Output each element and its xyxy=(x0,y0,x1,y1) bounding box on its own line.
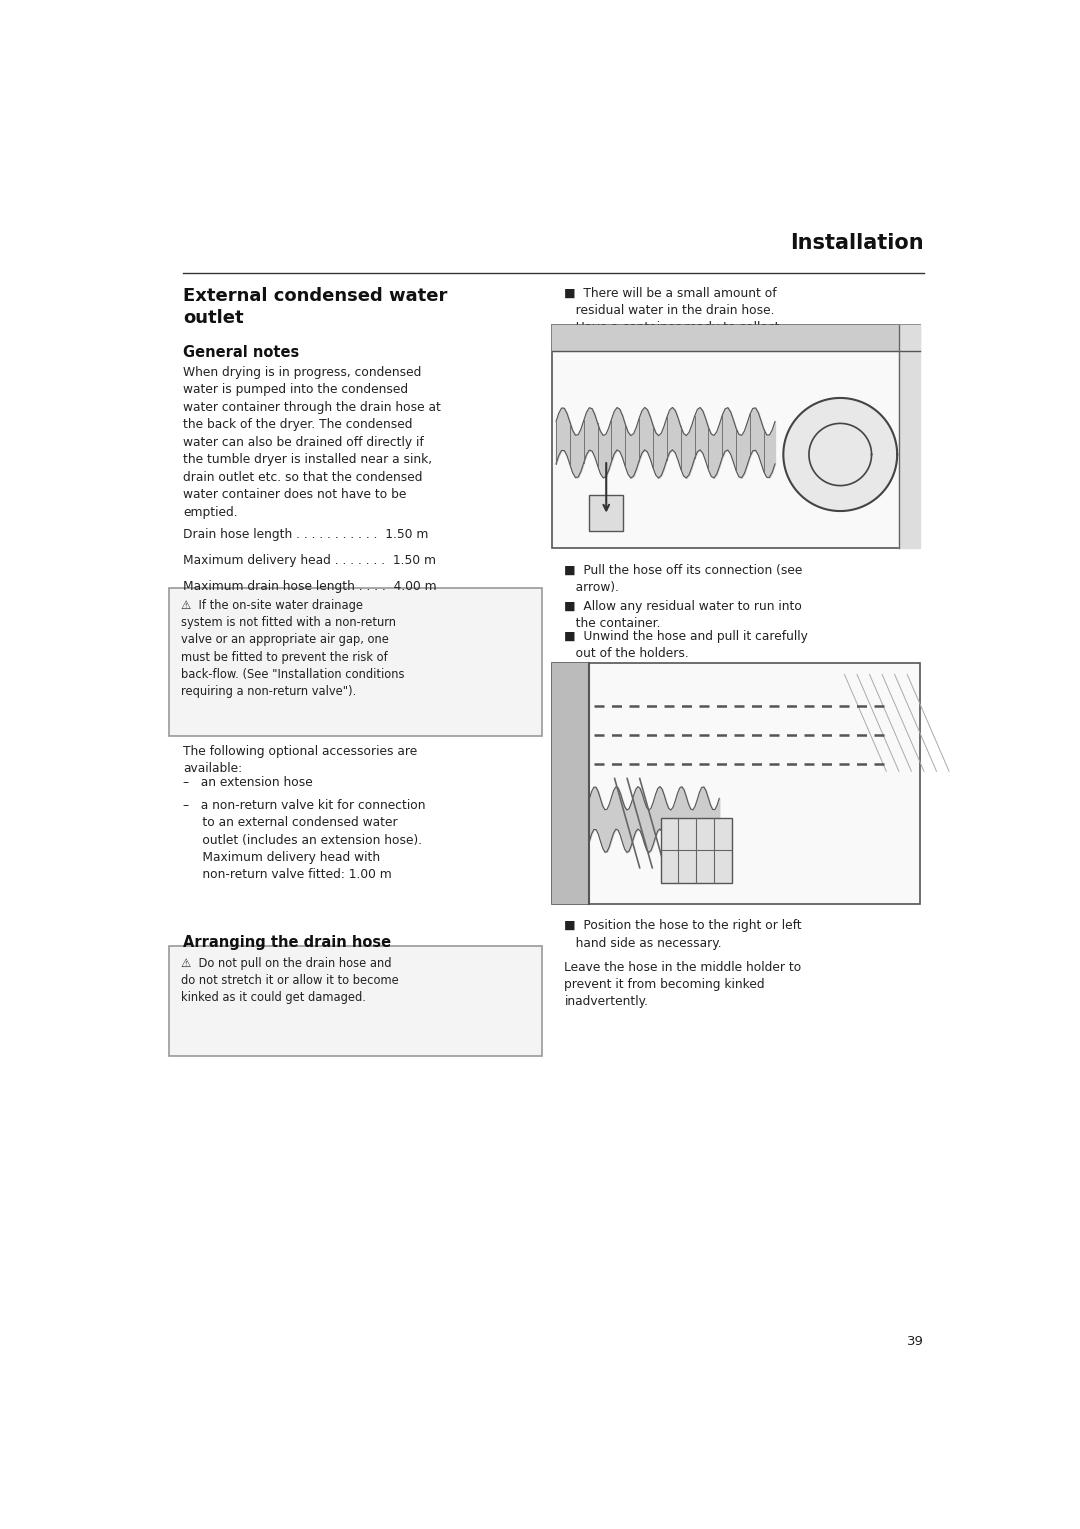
Text: External condensed water
outlet: External condensed water outlet xyxy=(183,287,447,327)
Text: –   a non-return valve kit for connection
     to an external condensed water
  : – a non-return valve kit for connection … xyxy=(183,800,426,881)
Bar xyxy=(661,818,732,882)
Text: ■  Allow any residual water to run into
   the container.: ■ Allow any residual water to run into t… xyxy=(565,601,802,630)
Text: ⚠  If the on-site water drainage
system is not fitted with a non-return
valve or: ⚠ If the on-site water drainage system i… xyxy=(180,599,404,699)
Text: ■  Position the hose to the right or left
   hand side as necessary.: ■ Position the hose to the right or left… xyxy=(565,919,802,950)
Text: ■  Unwind the hose and pull it carefully
   out of the holders.: ■ Unwind the hose and pull it carefully … xyxy=(565,630,808,661)
Text: –   an extension hose: – an extension hose xyxy=(183,775,313,789)
Polygon shape xyxy=(783,398,897,511)
Text: Maximum delivery head . . . . . . .  1.50 m: Maximum delivery head . . . . . . . 1.50… xyxy=(183,555,436,567)
Text: When drying is in progress, condensed
water is pumped into the condensed
water c: When drying is in progress, condensed wa… xyxy=(183,365,441,518)
Text: Leave the hose in the middle holder to
prevent it from becoming kinked
inadverte: Leave the hose in the middle holder to p… xyxy=(565,960,801,1008)
Text: Maximum drain hose length . . . .  4.00 m: Maximum drain hose length . . . . 4.00 m xyxy=(183,579,436,593)
Bar xyxy=(590,495,623,531)
Text: 39: 39 xyxy=(907,1335,924,1349)
Bar xyxy=(552,324,920,549)
Text: ■  Pull the hose off its connection (see
   arrow).: ■ Pull the hose off its connection (see … xyxy=(565,564,802,593)
Text: General notes: General notes xyxy=(183,344,299,359)
Text: Arranging the drain hose: Arranging the drain hose xyxy=(183,934,391,950)
Bar xyxy=(552,662,590,904)
FancyBboxPatch shape xyxy=(168,946,542,1057)
Text: Installation: Installation xyxy=(791,232,924,252)
Text: ■  There will be a small amount of
   residual water in the drain hose.
   Have : ■ There will be a small amount of residu… xyxy=(565,287,780,352)
Text: The following optional accessories are
available:: The following optional accessories are a… xyxy=(183,745,417,775)
FancyBboxPatch shape xyxy=(168,589,542,735)
Text: ⚠  Do not pull on the drain hose and
do not stretch it or allow it to become
kin: ⚠ Do not pull on the drain hose and do n… xyxy=(180,957,399,1005)
Text: Drain hose length . . . . . . . . . . .  1.50 m: Drain hose length . . . . . . . . . . . … xyxy=(183,529,429,541)
Bar xyxy=(552,662,920,904)
